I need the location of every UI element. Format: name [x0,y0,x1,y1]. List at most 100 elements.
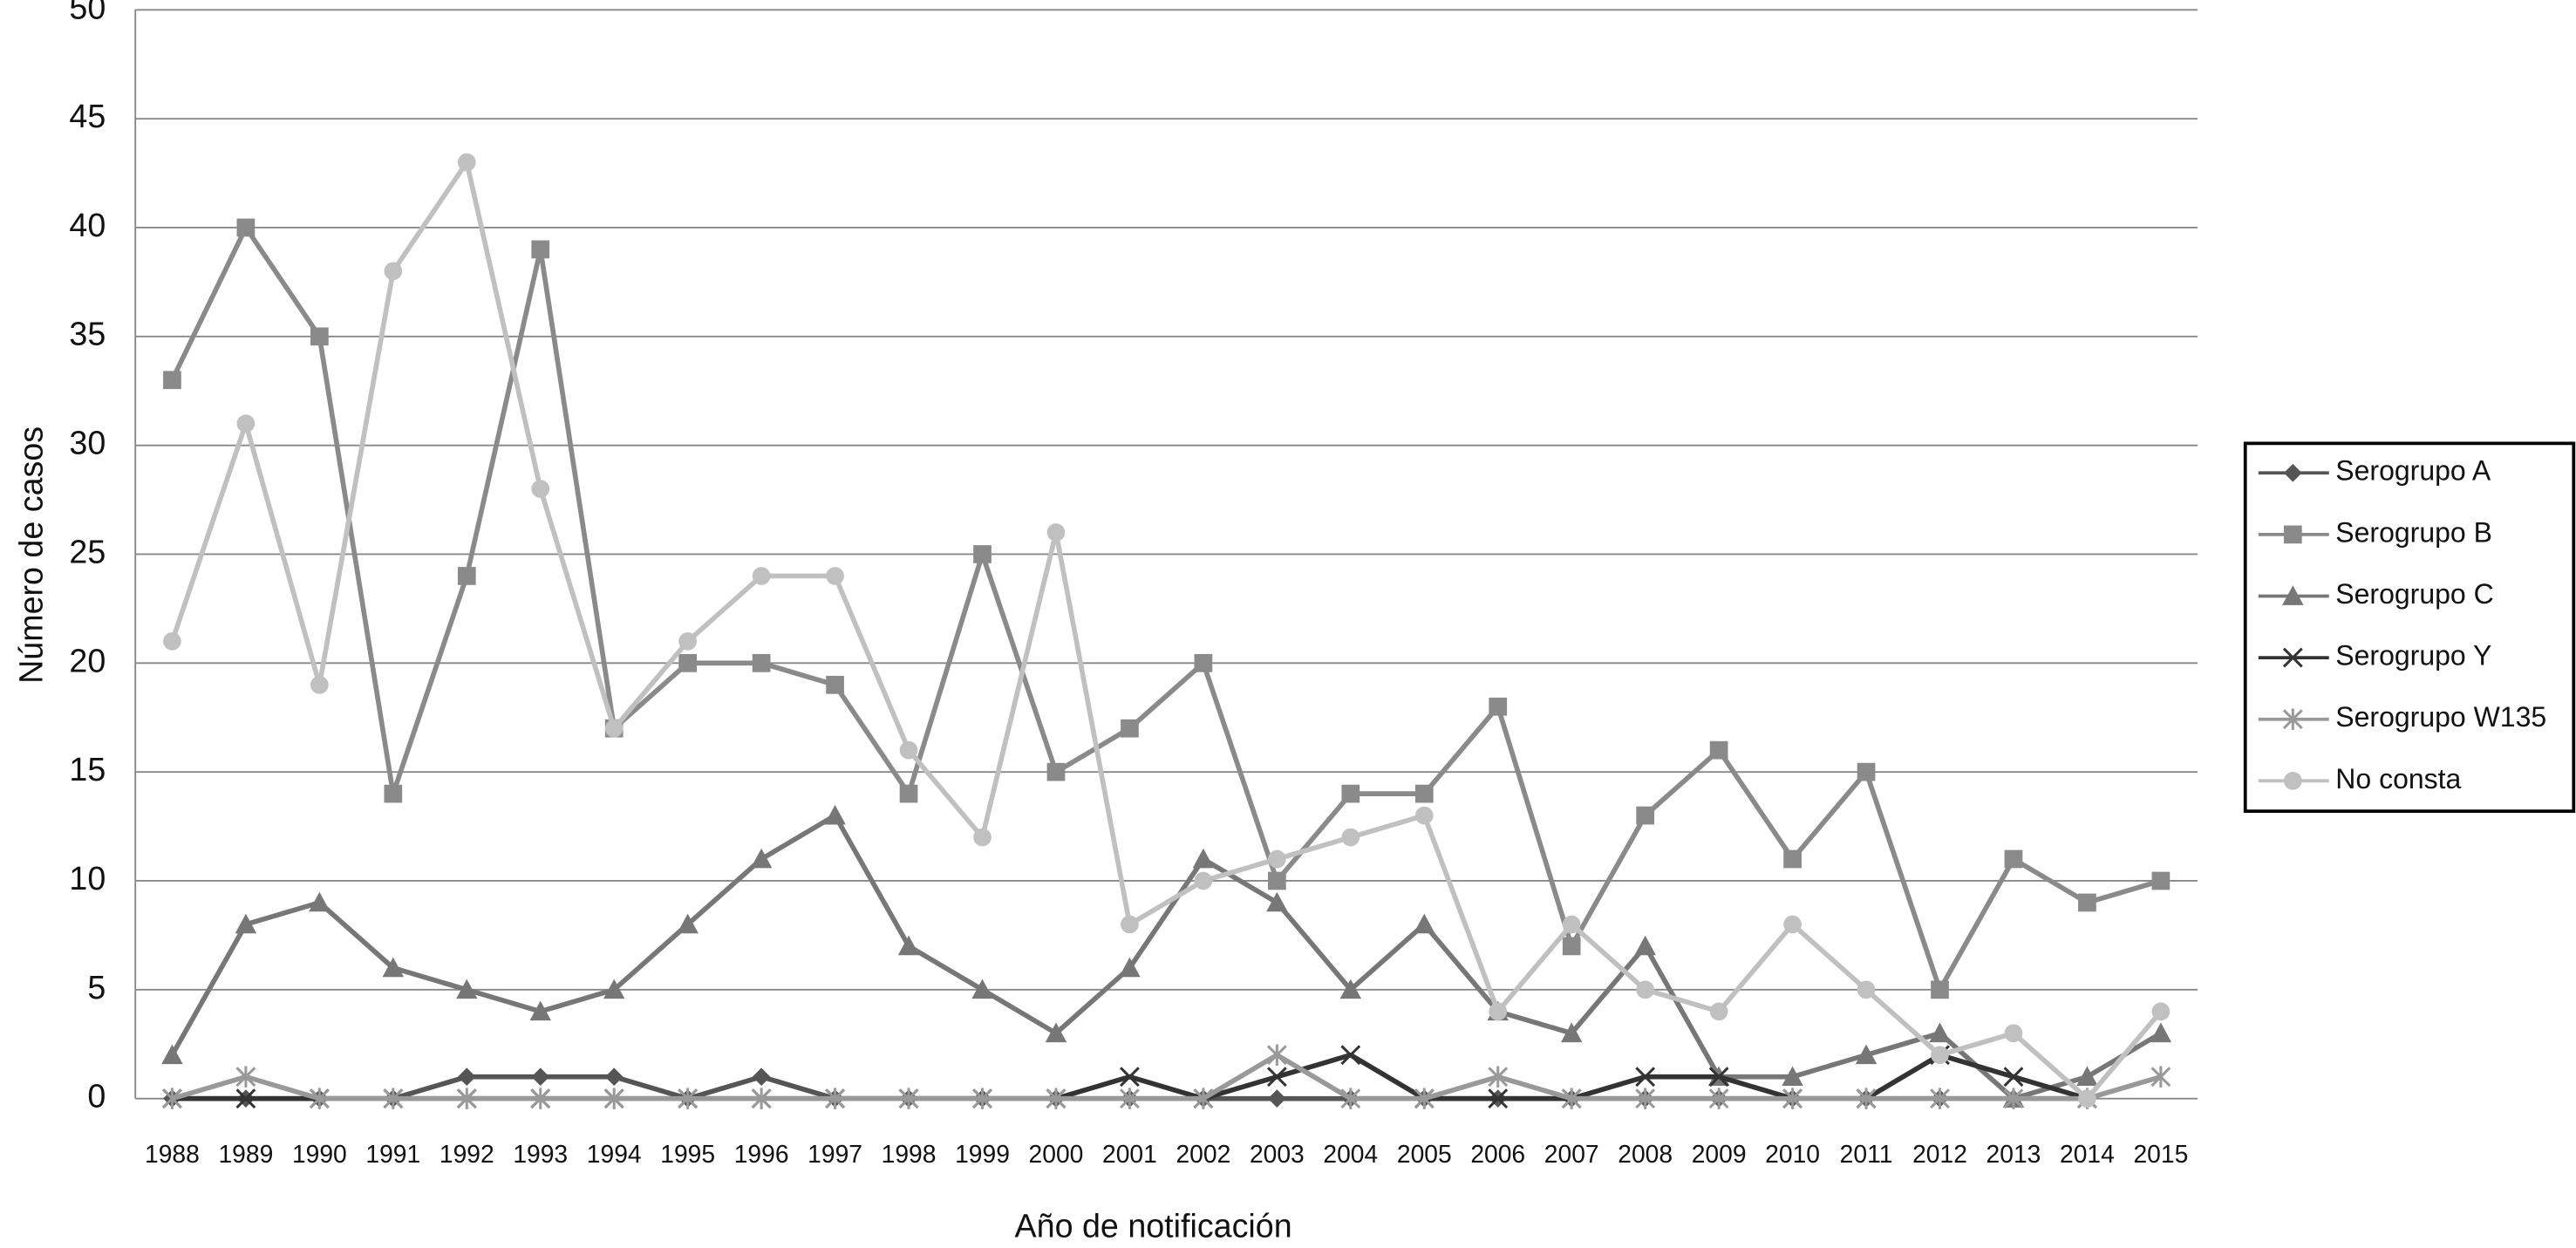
marker [1341,784,1360,803]
marker [1782,1066,1803,1087]
series-line [169,160,2164,1101]
legend-label: Serogrupo W135 [2335,701,2546,733]
marker [1931,980,1949,999]
marker [1121,915,1139,934]
marker [899,740,918,760]
marker [1709,1002,1728,1021]
y-tick-label: 15 [69,751,106,788]
legend-label: Serogrupo C [2335,578,2493,610]
marker [1857,980,1876,999]
marker-stroke [1708,1067,1729,1088]
x-tick-label: 2000 [1029,1140,1084,1168]
marker [603,1088,624,1109]
marker [2003,1088,2024,1109]
legend-marker [2282,585,2304,605]
marker [163,371,181,390]
marker [163,631,181,651]
x-tick-label: 1994 [587,1140,642,1168]
marker [973,828,992,847]
marker [1708,1088,1729,1109]
legend-marker [2283,463,2302,482]
marker [1414,806,1434,825]
marker [161,1044,183,1065]
marker [1708,1067,1729,1088]
marker [604,1067,624,1087]
marker [531,480,550,498]
marker-stroke [235,1088,256,1109]
y-tick-label: 25 [69,533,106,569]
marker [1340,1088,1361,1109]
marker [1635,1067,1656,1088]
marker [310,327,329,346]
series-line [169,813,2163,1101]
marker [1194,653,1213,672]
x-tick-label: 1992 [440,1140,494,1168]
marker [899,784,918,803]
marker [1266,1044,1287,1066]
x-tick-label: 1990 [292,1140,347,1168]
marker [2151,871,2171,890]
legend-label: Serogrupo A [2335,455,2491,487]
x-tick-label: 2004 [1323,1140,1378,1168]
marker [309,1088,330,1109]
marker [1783,915,1802,934]
series-line [169,225,2162,992]
y-tick-label: 35 [69,316,106,352]
x-axis-label: Año de notificación [1015,1207,1292,1244]
marker [1930,1088,1950,1109]
marker [1562,915,1581,934]
marker [1339,979,1362,999]
marker [531,1067,550,1087]
y-axis-label: Número de casos [12,426,49,684]
marker [1121,719,1139,738]
marker [2150,1022,2172,1043]
marker-stroke [2282,647,2303,668]
marker [1268,849,1286,869]
marker [752,567,771,585]
x-tick-label: 1989 [218,1140,273,1168]
marker [530,1088,551,1109]
marker [1929,1022,1951,1043]
marker [456,979,478,999]
legend-label: No consta [2335,763,2461,794]
marker [1560,1022,1583,1043]
marker [2004,1024,2023,1043]
marker [384,784,403,803]
marker-stroke [1635,1067,1656,1088]
legend-marker [2283,771,2302,790]
marker [752,653,771,672]
marker [235,1088,256,1109]
marker [456,1088,477,1109]
marker [972,1088,992,1109]
marker [971,979,993,999]
marker [382,957,405,978]
x-tick-label: 2001 [1102,1140,1157,1168]
marker [1783,849,1802,869]
x-tick-label: 1998 [882,1140,937,1168]
marker [752,1067,771,1087]
marker [678,653,698,672]
marker [2151,1002,2171,1021]
marker [826,675,844,694]
marker [1045,1022,1067,1043]
x-tick-label: 2011 [1840,1140,1893,1168]
y-tick-label: 5 [87,969,106,1006]
legend-marker [2282,708,2303,730]
marker [1562,937,1581,956]
legend-box [2243,441,2576,814]
x-tick-label: 1999 [955,1140,1010,1168]
y-tick-label: 50 [69,0,106,25]
marker [604,719,624,738]
marker [529,1000,551,1021]
marker [1341,828,1360,847]
x-tick-label: 2010 [1765,1140,1820,1168]
marker [1120,1067,1140,1088]
marker [1193,1088,1214,1109]
marker [1489,1002,1508,1021]
marker [1266,1067,1287,1088]
marker [235,913,257,934]
x-tick-label: 2015 [2133,1140,2188,1168]
marker [1635,1088,1656,1109]
